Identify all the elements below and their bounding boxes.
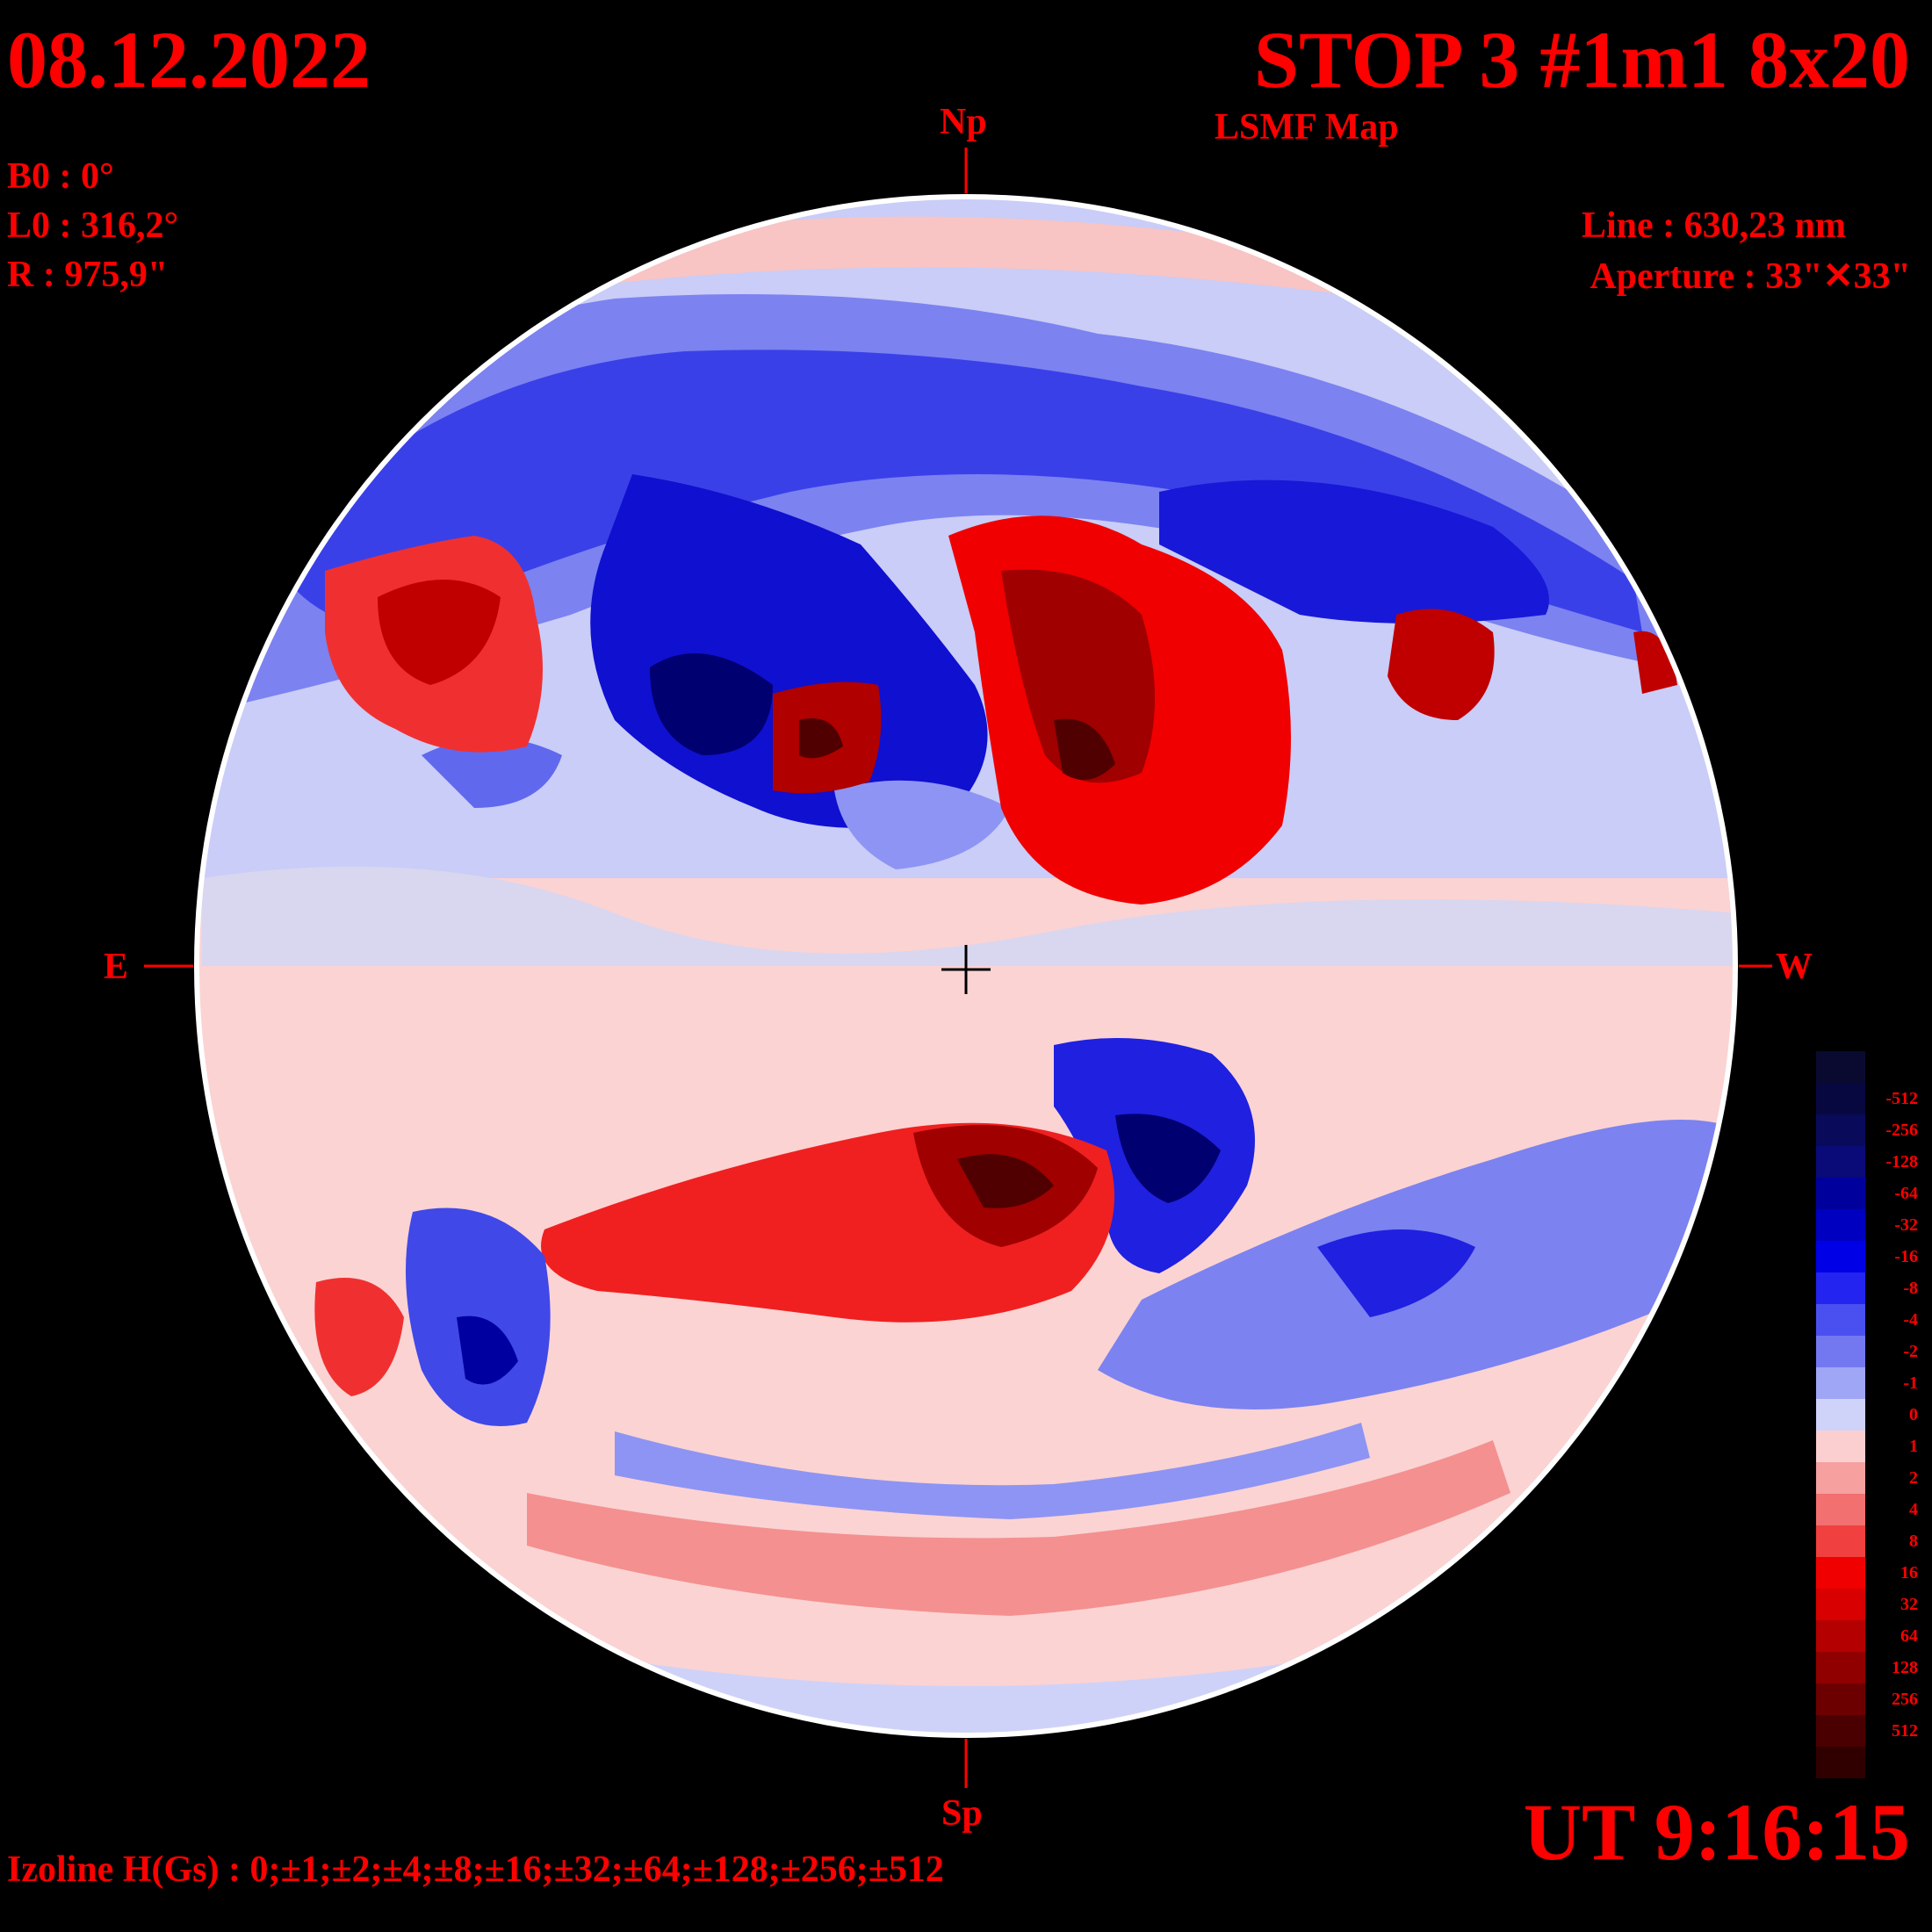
color-scale-swatch bbox=[1816, 1462, 1865, 1494]
radius-value: R : 975,9" bbox=[7, 255, 169, 295]
color-scale-swatch bbox=[1816, 1399, 1865, 1431]
color-scale-swatch bbox=[1816, 1620, 1865, 1652]
color-scale-label: 16 bbox=[1900, 1563, 1918, 1582]
color-scale-label: 1 bbox=[1909, 1437, 1918, 1456]
color-scale-swatch bbox=[1816, 1525, 1865, 1557]
color-scale-swatch bbox=[1816, 1652, 1865, 1683]
color-scale-bar bbox=[1816, 1051, 1865, 1778]
color-scale-swatch bbox=[1816, 1683, 1865, 1715]
color-scale-label: -32 bbox=[1894, 1215, 1918, 1235]
color-scale-label: -1 bbox=[1903, 1373, 1918, 1393]
color-scale-swatch bbox=[1816, 1146, 1865, 1178]
isoline-levels: Izoline H(Gs) : 0;±1;±2;±4;±8;±16;±32;±6… bbox=[7, 1849, 944, 1890]
color-scale-swatch bbox=[1816, 1304, 1865, 1336]
color-scale-label: 8 bbox=[1909, 1532, 1918, 1551]
b0-value: B0 : 0° bbox=[7, 156, 114, 197]
color-scale-swatch bbox=[1816, 1494, 1865, 1525]
color-scale-label: 512 bbox=[1892, 1721, 1918, 1741]
color-scale-swatch bbox=[1816, 1083, 1865, 1114]
color-scale-swatch bbox=[1816, 1209, 1865, 1241]
color-scale-swatch bbox=[1816, 1367, 1865, 1399]
south-pole-label: Sp bbox=[941, 1793, 983, 1834]
color-scale-swatch bbox=[1816, 1557, 1865, 1589]
color-scale-label: 256 bbox=[1892, 1690, 1918, 1709]
color-scale-swatch bbox=[1816, 1051, 1865, 1083]
color-scale-label: -4 bbox=[1903, 1310, 1918, 1330]
east-label: E bbox=[104, 947, 129, 987]
color-scale-label: -512 bbox=[1885, 1089, 1918, 1108]
color-scale-swatch bbox=[1816, 1747, 1865, 1778]
color-scale-swatch bbox=[1816, 1178, 1865, 1209]
observation-date: 08.12.2022 bbox=[7, 15, 371, 105]
color-scale-swatch bbox=[1816, 1589, 1865, 1620]
color-scale-swatch bbox=[1816, 1336, 1865, 1367]
color-scale-swatch bbox=[1816, 1114, 1865, 1146]
color-scale-label: -64 bbox=[1894, 1184, 1918, 1203]
color-scale-label: -16 bbox=[1894, 1247, 1918, 1266]
color-scale-label: 0 bbox=[1909, 1405, 1918, 1424]
color-scale-label: 32 bbox=[1900, 1595, 1918, 1614]
map-title: STOP 3 #1m1 8x20 bbox=[1253, 15, 1910, 105]
center-crosshair-icon bbox=[941, 945, 991, 994]
map-type-label: LSMF Map bbox=[1215, 107, 1399, 148]
color-scale-label: -2 bbox=[1903, 1342, 1918, 1361]
color-scale-label: 64 bbox=[1900, 1626, 1918, 1646]
color-scale-label: -256 bbox=[1885, 1121, 1918, 1140]
west-label: W bbox=[1776, 947, 1813, 987]
north-pole-label: Np bbox=[940, 102, 987, 142]
l0-value: L0 : 316,2° bbox=[7, 205, 179, 246]
color-scale-swatch bbox=[1816, 1272, 1865, 1304]
color-scale-label: -8 bbox=[1903, 1279, 1918, 1298]
spectral-line-label: Line : 630,23 nm bbox=[1581, 205, 1846, 246]
universal-time: UT 9:16:15 bbox=[1523, 1787, 1910, 1877]
color-scale-label: 128 bbox=[1892, 1658, 1918, 1677]
color-scale-label: 2 bbox=[1909, 1468, 1918, 1488]
color-scale-swatch bbox=[1816, 1241, 1865, 1272]
color-scale-label: 4 bbox=[1909, 1500, 1918, 1519]
color-scale-label: -128 bbox=[1885, 1152, 1918, 1171]
color-scale-swatch bbox=[1816, 1431, 1865, 1462]
color-scale-swatch bbox=[1816, 1715, 1865, 1747]
aperture-label: Aperture : 33"✕33" bbox=[1590, 256, 1911, 297]
solar-disk bbox=[197, 197, 1735, 1735]
